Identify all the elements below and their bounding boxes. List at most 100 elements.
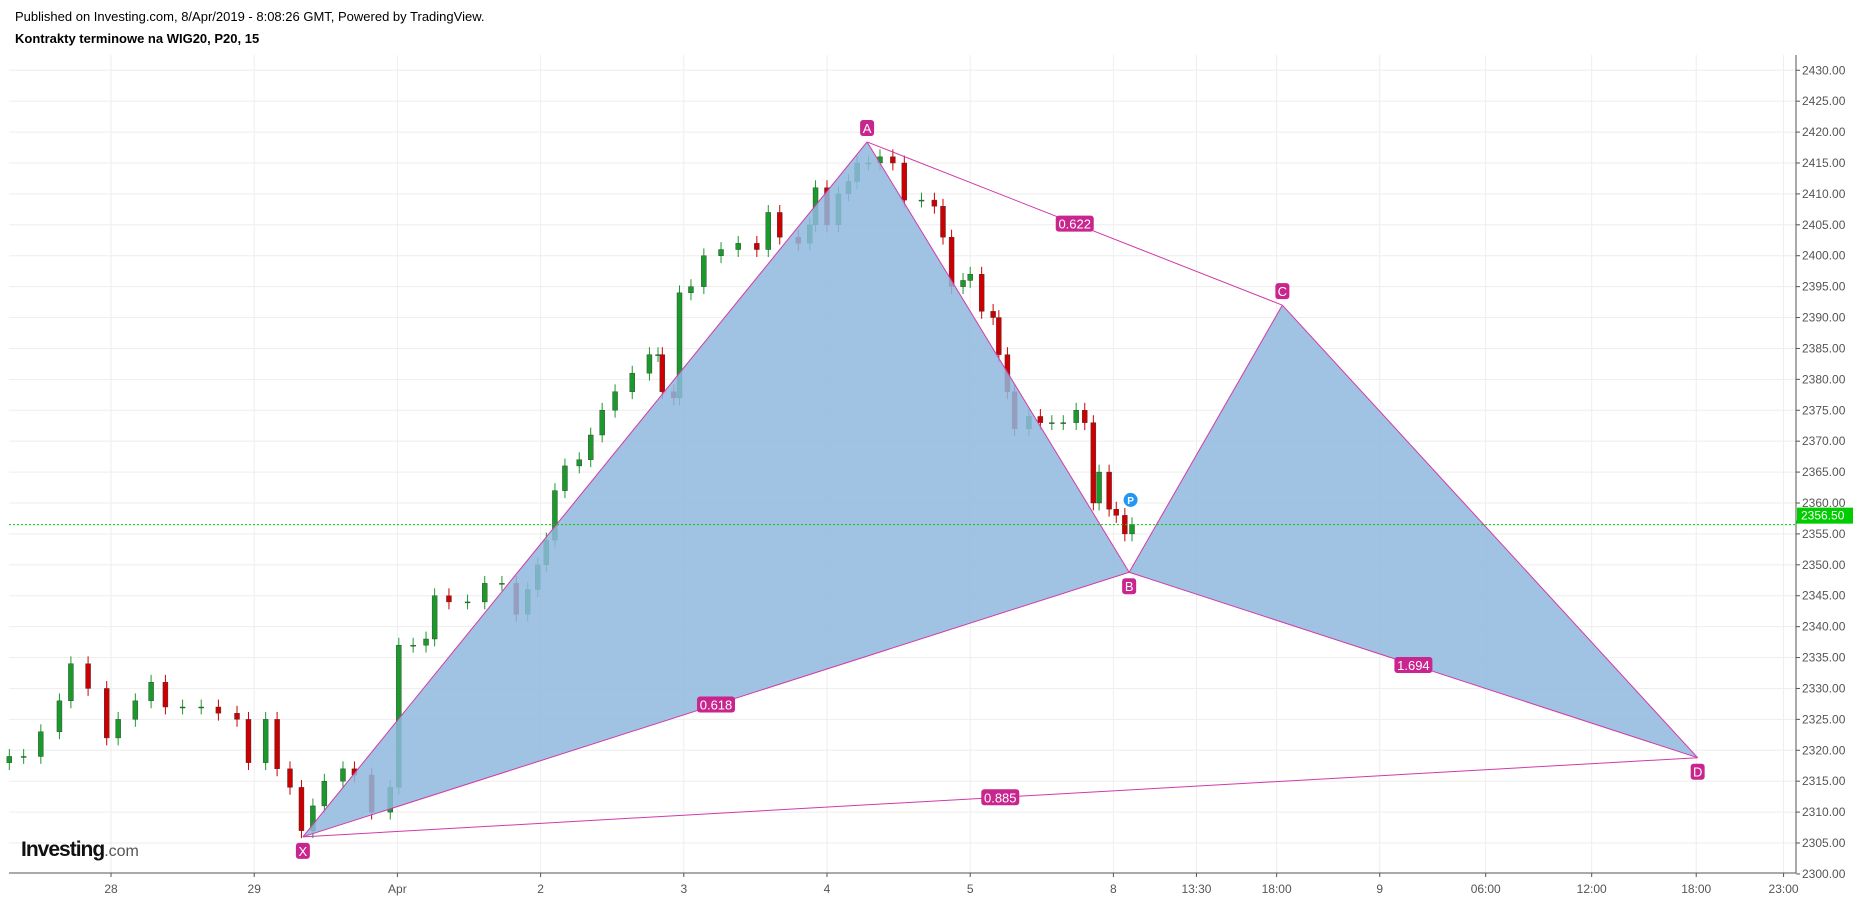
candle-body	[1037, 416, 1044, 423]
price-tick-label: 2365.00	[1802, 465, 1846, 479]
candle-body	[68, 663, 74, 702]
price-tick-label: 2410.00	[1802, 187, 1846, 201]
logo-text: Investing	[21, 838, 105, 861]
candle-body	[410, 644, 416, 647]
candle-body	[588, 434, 594, 460]
point-label-a: A	[863, 121, 872, 136]
candle-body	[931, 199, 938, 207]
point-label-d: D	[1693, 765, 1702, 780]
logo-suffix: .com	[104, 843, 139, 860]
point-label-d-bg	[1690, 763, 1705, 780]
last-price-label: 2356.50	[1801, 509, 1845, 523]
time-tick-label: 18:00	[1262, 882, 1292, 896]
time-tick-label: Apr	[388, 882, 407, 896]
point-label-a-bg	[860, 119, 875, 136]
price-tick-label: 2305.00	[1802, 836, 1846, 850]
candle-body	[890, 156, 896, 164]
ratio-label-bg	[981, 789, 1020, 806]
candle-body	[215, 706, 222, 714]
candle-body	[482, 583, 488, 603]
point-label-c-bg	[1275, 283, 1290, 300]
candle-body	[446, 595, 452, 603]
price-tick-label: 2395.00	[1802, 280, 1846, 294]
candle-body	[1096, 471, 1102, 504]
price-tick-label: 2370.00	[1802, 434, 1846, 448]
candle-body	[234, 712, 240, 720]
xabcd-pattern[interactable]: 0.618 0.622 1.694 0.885 X A B C D P	[295, 119, 1705, 859]
candle-body	[562, 465, 568, 491]
price-tick-label: 2415.00	[1802, 156, 1846, 170]
price-tick-label: 2380.00	[1802, 372, 1846, 386]
candle-body	[754, 243, 760, 250]
candle-body	[132, 700, 139, 720]
candle-body	[599, 410, 605, 436]
marker-icon	[1123, 492, 1138, 507]
candle-body	[1073, 410, 1079, 423]
price-tick-label: 2330.00	[1802, 681, 1846, 695]
candle-body	[423, 638, 429, 646]
price-tick-label: 2350.00	[1802, 558, 1846, 572]
price-tick-label: 2405.00	[1802, 218, 1846, 232]
price-tick-label: 2400.00	[1802, 249, 1846, 263]
price-tick-label: 2425.00	[1802, 94, 1846, 108]
candle-body	[1082, 410, 1088, 423]
pattern-line-BC	[1128, 304, 1283, 573]
time-tick-label: 23:00	[1769, 882, 1799, 896]
candle-body	[38, 731, 44, 757]
candle-body	[104, 688, 110, 739]
pattern-line-CD	[1282, 304, 1699, 759]
candle-body	[576, 459, 582, 467]
price-tick-label: 2315.00	[1802, 774, 1846, 788]
candle-body	[612, 391, 618, 411]
ratio-label-bg	[1055, 215, 1094, 232]
candle-body	[499, 583, 505, 585]
candle-body	[960, 280, 966, 287]
candle-body	[777, 212, 783, 238]
time-tick-label: 29	[248, 882, 262, 896]
candle-body	[85, 663, 91, 689]
time-tick-label: 13:30	[1181, 882, 1211, 896]
candle-body	[298, 787, 305, 831]
time-tick-label: 5	[967, 882, 974, 896]
price-tick-label: 2390.00	[1802, 311, 1846, 325]
candle-body	[765, 212, 771, 250]
pattern-fill-bcd	[1129, 305, 1698, 758]
ratio-label: 0.622	[1058, 217, 1091, 232]
price-tick-label: 2430.00	[1802, 63, 1846, 77]
time-tick-label: 12:00	[1577, 882, 1607, 896]
candle-body	[431, 595, 438, 640]
candle-body	[464, 601, 471, 604]
candle-body	[1129, 524, 1135, 535]
candle-body	[901, 162, 908, 201]
price-tick-label: 2320.00	[1802, 743, 1846, 757]
published-info: Published on Investing.com, 8/Apr/2019 -…	[15, 9, 485, 24]
candle-body	[20, 756, 27, 758]
marker-label: P	[1127, 496, 1134, 507]
candle-body	[6, 756, 13, 763]
ratio-label: 0.618	[700, 698, 733, 713]
pattern-line-AB	[866, 141, 1130, 573]
candle-body	[701, 255, 707, 287]
price-tick-label: 2325.00	[1802, 712, 1846, 726]
time-tick-label: 06:00	[1471, 882, 1501, 896]
price-tick-label: 2310.00	[1802, 805, 1846, 819]
candle-body	[340, 768, 346, 782]
candle-body	[274, 719, 280, 770]
candle-body	[1049, 422, 1055, 424]
price-tick-label: 2385.00	[1802, 341, 1846, 355]
point-label-c: C	[1278, 284, 1287, 299]
price-tick-label: 2335.00	[1802, 651, 1846, 665]
candle-body	[978, 274, 985, 312]
candle-body	[735, 243, 741, 250]
point-label-b-bg	[1122, 578, 1137, 595]
time-tick-label: 2	[537, 882, 544, 896]
ratio-label: 0.885	[984, 790, 1017, 805]
price-axis-bg	[1797, 0, 1853, 899]
candle-body	[659, 354, 666, 392]
candle-body	[967, 274, 973, 281]
candle-body	[287, 768, 293, 788]
candle-body	[990, 311, 996, 318]
candle-body	[148, 682, 154, 702]
